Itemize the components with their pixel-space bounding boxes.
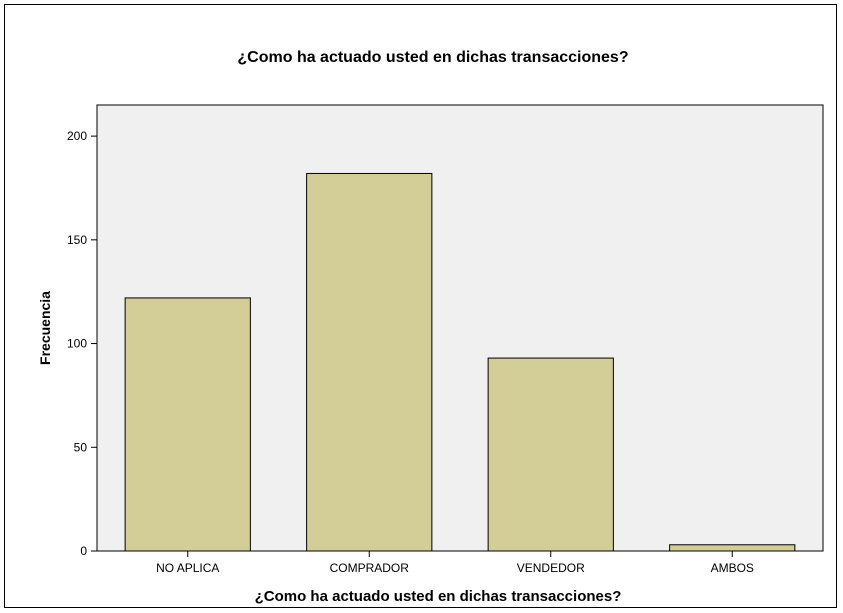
bars	[124, 172, 796, 552]
x-tick-label: AMBOS	[711, 561, 754, 575]
bar-ambos	[669, 544, 796, 552]
y-tick-label: 0	[80, 544, 87, 558]
y-tick-label: 200	[67, 129, 87, 143]
x-axis-label: ¿Como ha actuado usted en dichas transac…	[255, 588, 622, 605]
chart-title: ¿Como ha actuado usted en dichas transac…	[237, 49, 628, 66]
x-tick-label: NO APLICA	[156, 561, 219, 575]
bar-vendedor	[487, 357, 614, 552]
x-tick-label: VENDEDOR	[517, 561, 585, 575]
y-tick-label: 150	[67, 233, 87, 247]
x-tick-label: COMPRADOR	[330, 561, 410, 575]
bar-comprador	[306, 172, 433, 552]
x-axis: NO APLICA COMPRADOR VENDEDOR AMBOS	[156, 551, 754, 575]
y-axis: 0 50 100 150 200	[67, 129, 97, 558]
bar-no-aplica	[124, 297, 251, 552]
y-tick-label: 100	[67, 337, 87, 351]
y-tick-label: 50	[74, 440, 88, 454]
chart-frame	[4, 4, 837, 608]
y-axis-label: Frecuencia	[37, 291, 53, 365]
